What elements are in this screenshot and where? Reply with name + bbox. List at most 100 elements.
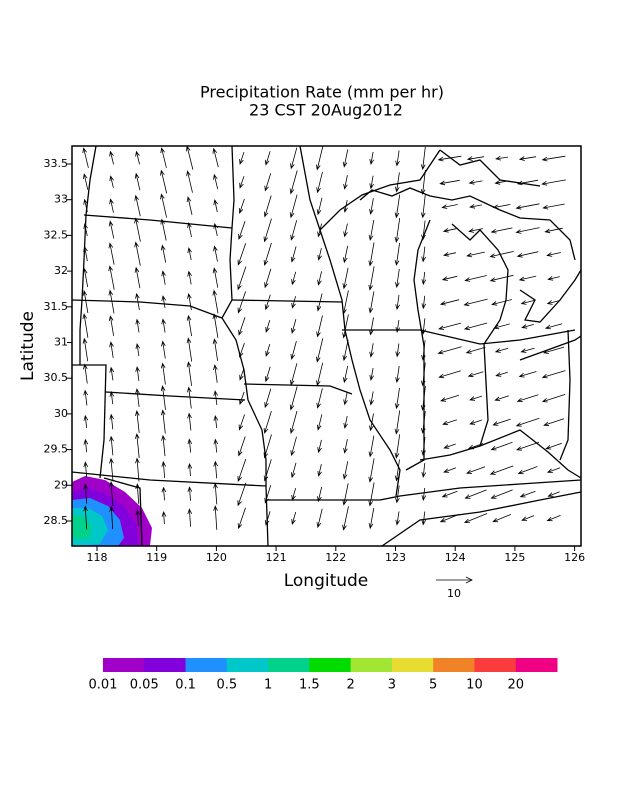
colorbar-box: [226, 658, 269, 672]
wind-arrow: [237, 507, 246, 530]
wind-arrow: [394, 194, 401, 219]
wind-arrow: [161, 340, 166, 359]
wind-arrow: [160, 147, 167, 168]
wind-arrow: [316, 508, 323, 529]
wind-arrow: [518, 275, 537, 282]
y-tick-label: 29: [54, 478, 68, 491]
wind-arrow: [516, 251, 539, 258]
scale-arrowhead: [465, 576, 473, 584]
wind-arrow: [441, 275, 458, 281]
wind-arrow: [518, 371, 537, 378]
wind-arrow: [542, 203, 565, 210]
wind-arrow: [185, 145, 194, 170]
wind-arrow: [213, 245, 218, 262]
wind-arrow: [83, 363, 88, 384]
wind-arrow: [463, 513, 488, 523]
wind-arrow: [520, 300, 535, 305]
wind-arrow: [342, 339, 349, 362]
colorbar-box: [103, 658, 145, 672]
wind-arrow: [263, 459, 272, 482]
wind-arrow: [469, 204, 482, 209]
wind-arrow: [395, 511, 400, 526]
wind-arrow: [368, 242, 375, 267]
wind-arrow: [213, 505, 218, 530]
wind-arrow: [495, 155, 508, 161]
wind-arrow: [420, 411, 426, 434]
wind-arrow: [83, 505, 88, 530]
y-tick-label: 33.5: [44, 157, 69, 170]
wind-arrow: [109, 413, 114, 430]
wind-arrow: [238, 220, 246, 240]
wind-arrow: [494, 347, 509, 353]
wind-arrow: [490, 441, 513, 451]
wind-arrow: [109, 435, 114, 456]
wind-arrow: [237, 243, 247, 266]
wind-arrow: [342, 483, 349, 506]
wind-arrow: [265, 319, 271, 333]
wind-arrow: [291, 462, 297, 479]
wind-arrow: [442, 419, 458, 426]
wind-arrow: [316, 362, 324, 387]
wind-arrow: [82, 337, 89, 362]
wind-arrow: [212, 147, 219, 168]
wind-arrow: [421, 487, 427, 502]
wind-arrow: [187, 222, 192, 237]
wind-arrow: [83, 414, 89, 429]
wind-arrow: [187, 508, 193, 527]
axis-ticks: 118 119 120 121 122 123 124 125 126 28.5 29 29.5 30 3…: [44, 157, 586, 564]
wind-arrow: [212, 338, 218, 361]
y-axis-label: Latitude: [18, 311, 38, 381]
wind-arrow: [395, 365, 400, 384]
wind-arrow: [515, 203, 540, 210]
wind-arrow: [368, 482, 375, 507]
wind-arrow: [82, 313, 89, 338]
wind-arrow: [443, 443, 456, 449]
wind-arrow: [517, 466, 538, 475]
wind-arrow: [518, 156, 537, 161]
wind-arrow: [437, 346, 462, 355]
wind-arrow: [369, 175, 374, 190]
wind-arrow: [541, 179, 566, 186]
wind-arrow: [263, 218, 272, 243]
wind-arrow: [465, 346, 486, 354]
wind-arrow: [263, 242, 272, 266]
wind-arrow: [515, 417, 540, 427]
wind-arrow: [213, 364, 218, 383]
wind-arrow: [489, 251, 514, 258]
wind-arrow: [109, 198, 114, 213]
wind-arrow: [468, 228, 483, 233]
wind-arrow: [368, 291, 375, 314]
wind-arrow: [317, 271, 322, 286]
wind-arrow: [135, 483, 140, 504]
wind-arrow: [547, 276, 560, 281]
wind-arrow: [134, 217, 141, 242]
wind-arrow: [469, 419, 482, 425]
wind-arrow: [213, 173, 219, 190]
x-tick-label: 125: [504, 551, 525, 564]
wind-arrow: [541, 370, 566, 379]
wind-arrow: [108, 220, 115, 239]
vector-scale: 10: [436, 576, 473, 600]
wind-arrow: [437, 155, 462, 162]
wind-arrow: [394, 243, 400, 266]
wind-arrow: [342, 506, 349, 531]
wind-arrow: [369, 391, 374, 406]
wind-arrow: [421, 511, 427, 526]
wind-arrow: [238, 342, 245, 358]
vector-scale-label: 10: [447, 587, 461, 600]
wind-arrow: [134, 241, 141, 266]
wind-arrow: [464, 489, 487, 499]
wind-arrow: [160, 218, 167, 241]
wind-arrow: [238, 436, 246, 457]
colorbar-label: 0.5: [216, 678, 237, 693]
wind-arrow: [212, 267, 219, 288]
wind-arrow: [317, 223, 322, 238]
wind-arrow: [135, 318, 140, 333]
wind-arrow: [343, 391, 348, 406]
wind-arrow: [187, 462, 193, 477]
wind-arrow: [290, 220, 298, 241]
wind-arrow: [109, 341, 114, 358]
wind-arrow: [394, 387, 400, 410]
wind-arrow: [369, 151, 375, 165]
